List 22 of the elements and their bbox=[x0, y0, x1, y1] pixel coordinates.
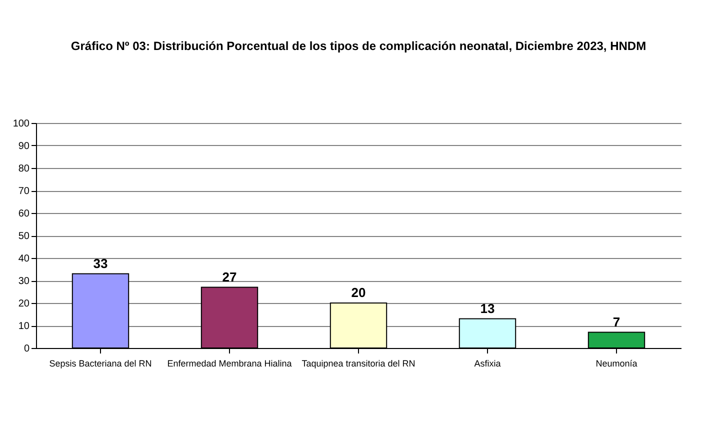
data-label: 7 bbox=[612, 314, 620, 330]
data-label: 33 bbox=[93, 256, 108, 271]
y-tick-label: 80 bbox=[18, 164, 30, 174]
x-tick-label: Taquipnea transitoria del RN bbox=[302, 358, 416, 368]
y-tick-label: 100 bbox=[12, 118, 30, 130]
x-tick-label: Asfixia bbox=[474, 358, 501, 368]
y-tick-label: 40 bbox=[18, 254, 30, 264]
data-label: 20 bbox=[351, 285, 366, 300]
x-tick-label: Neumonía bbox=[596, 358, 638, 368]
y-tick-label: 20 bbox=[18, 298, 30, 310]
y-tick-label: 70 bbox=[18, 186, 30, 197]
y-tick-label: 50 bbox=[18, 231, 30, 242]
y-tick-label: 30 bbox=[18, 276, 30, 287]
y-tick-label: 90 bbox=[18, 141, 30, 152]
x-tick-label: Sepsis Bacteriana del RN bbox=[49, 358, 152, 368]
y-tick-label: 60 bbox=[18, 208, 30, 220]
y-tick-label: 0 bbox=[24, 344, 30, 354]
chart-title: Gráfico Nº 03: Distribución Porcentual de los tipos de complicación neonatal, Diciembre 2023, HNDM bbox=[70, 39, 646, 53]
x-tick-label: Enfermedad Membrana Hialina bbox=[167, 358, 292, 368]
y-tick-label: 10 bbox=[18, 321, 30, 332]
data-label: 27 bbox=[222, 269, 237, 284]
data-label: 13 bbox=[480, 300, 495, 316]
